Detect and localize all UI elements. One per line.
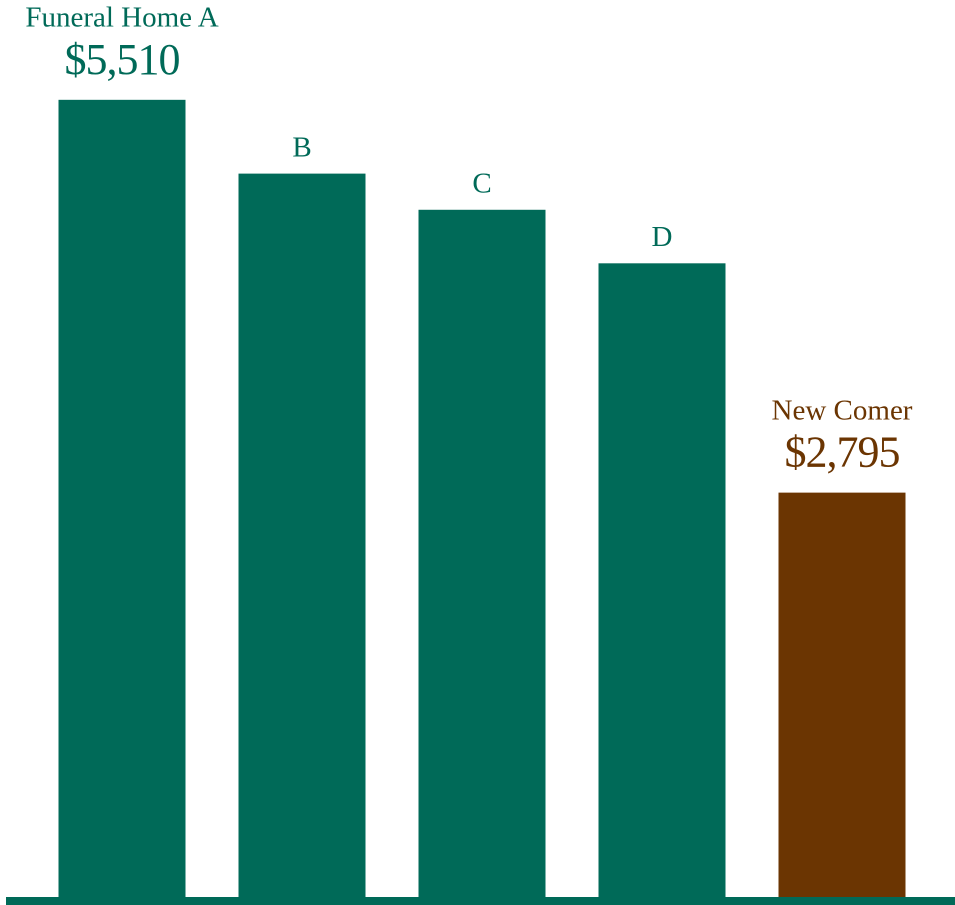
bar (778, 492, 906, 897)
value-label: $5,510 (65, 35, 180, 84)
category-label: C (472, 167, 491, 199)
category-label: B (292, 131, 311, 163)
value-label: $2,795 (785, 428, 900, 477)
bar (58, 99, 186, 898)
bar (238, 173, 366, 897)
category-label: New Comer (772, 394, 913, 426)
bar (418, 209, 546, 898)
category-label: Funeral Home A (25, 1, 218, 33)
bar (598, 263, 726, 898)
category-label: D (652, 221, 673, 253)
baseline (6, 897, 955, 905)
